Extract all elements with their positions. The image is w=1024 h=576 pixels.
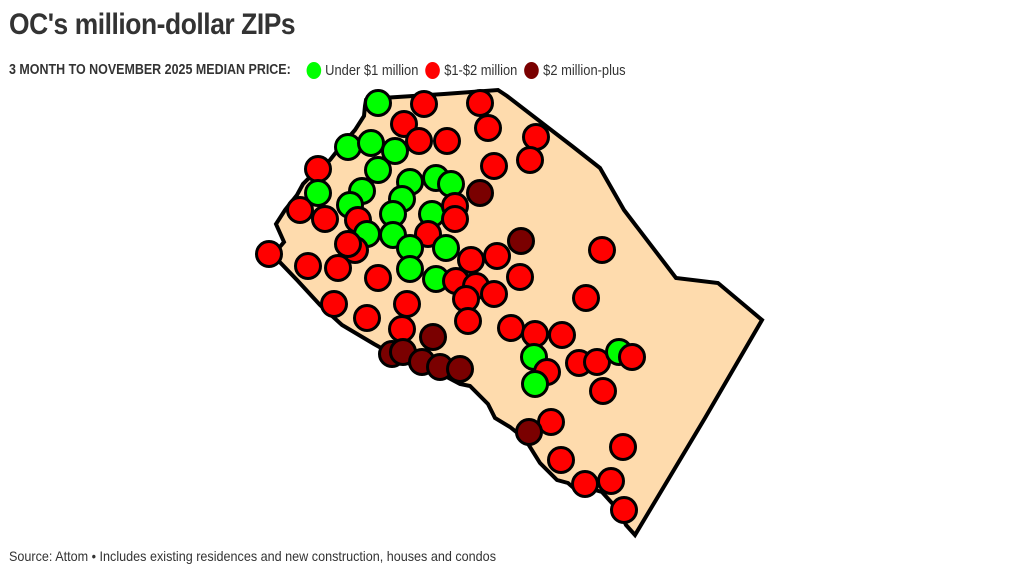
zip-marker	[480, 280, 508, 308]
zip-marker	[334, 230, 362, 258]
zip-marker	[457, 246, 485, 274]
zip-marker	[521, 320, 549, 348]
zip-marker	[588, 236, 616, 264]
zip-marker	[410, 90, 438, 118]
zip-marker	[506, 263, 534, 291]
zip-marker	[393, 290, 421, 318]
zip-marker	[414, 220, 442, 248]
zip-marker	[483, 242, 511, 270]
zip-marker	[388, 315, 416, 343]
legend-label: $1-$2 million	[444, 61, 518, 79]
zip-marker	[364, 89, 392, 117]
zip-marker	[507, 227, 535, 255]
zip-marker	[547, 446, 575, 474]
zip-marker	[320, 290, 348, 318]
zip-marker	[396, 255, 424, 283]
chart-title: OC's million-dollar ZIPs	[9, 8, 296, 41]
zip-marker	[474, 114, 502, 142]
red-circle-icon	[425, 61, 440, 79]
zip-marker	[497, 314, 525, 342]
zip-marker	[521, 370, 549, 398]
zip-marker	[609, 433, 637, 461]
zip-marker	[548, 321, 576, 349]
zip-marker	[618, 343, 646, 371]
legend-item-2m-plus: $2 million-plus	[524, 61, 626, 79]
zip-marker	[522, 123, 550, 151]
zip-marker	[466, 89, 494, 117]
zip-marker	[419, 323, 447, 351]
zip-marker	[364, 156, 392, 184]
zip-marker	[364, 264, 392, 292]
zip-marker	[304, 179, 332, 207]
zip-marker	[571, 470, 599, 498]
zip-marker	[432, 234, 460, 262]
zip-marker	[405, 127, 433, 155]
zip-markers	[255, 89, 646, 524]
zip-marker	[324, 254, 352, 282]
zip-marker	[304, 155, 332, 183]
dark-red-circle-icon	[524, 61, 539, 79]
legend-item-1m-2m: $1-$2 million	[425, 61, 518, 79]
zip-marker	[454, 307, 482, 335]
zip-marker	[441, 205, 469, 233]
zip-marker	[597, 467, 625, 495]
zip-marker	[480, 152, 508, 180]
legend-item-under-1m: Under $1 million	[306, 61, 419, 79]
legend-label: $2 million-plus	[543, 61, 626, 79]
zip-marker	[357, 129, 385, 157]
zip-marker	[311, 205, 339, 233]
zip-marker	[589, 377, 617, 405]
zip-marker	[572, 284, 600, 312]
source-note: Source: Attom • Includes existing reside…	[9, 548, 496, 564]
zip-marker	[286, 196, 314, 224]
zip-marker	[381, 137, 409, 165]
zip-marker	[255, 240, 283, 268]
green-circle-icon	[306, 61, 321, 79]
zip-marker	[353, 304, 381, 332]
zip-marker	[466, 179, 494, 207]
zip-marker	[516, 146, 544, 174]
zip-marker	[610, 496, 638, 524]
legend-label: Under $1 million	[325, 61, 419, 79]
legend-heading: 3 MONTH TO NOVEMBER 2025 MEDIAN PRICE:	[9, 62, 291, 78]
zip-marker	[515, 418, 543, 446]
zip-marker	[334, 133, 362, 161]
zip-marker	[433, 127, 461, 155]
legend: 3 MONTH TO NOVEMBER 2025 MEDIAN PRICE: U…	[9, 60, 632, 80]
zip-marker	[294, 252, 322, 280]
zip-marker	[446, 355, 474, 383]
